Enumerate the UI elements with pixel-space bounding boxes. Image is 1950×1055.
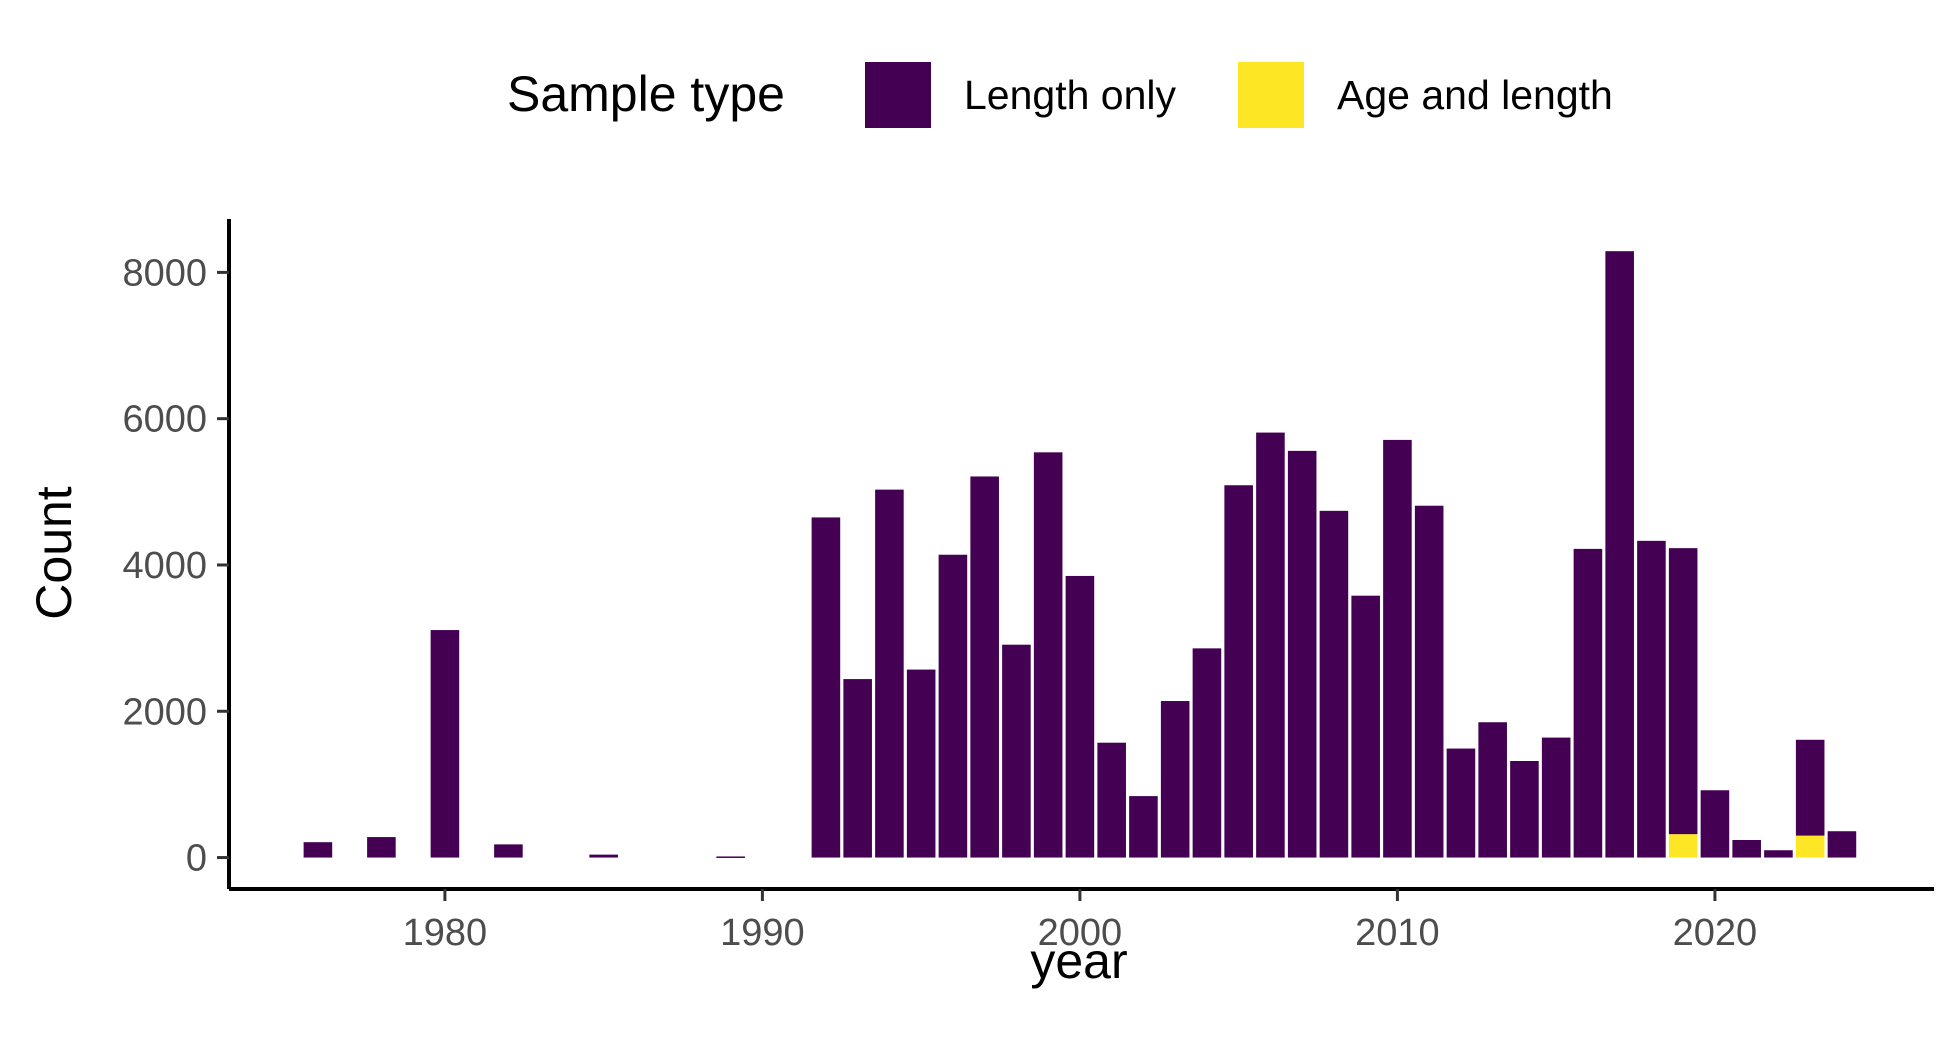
- bar-2019-age-and-length: [1668, 834, 1698, 858]
- bar-1994-length-only: [875, 489, 904, 858]
- bar-2007-length-only: [1287, 450, 1317, 858]
- bar-1976-length-only: [303, 842, 333, 858]
- bar-2015-length-only: [1541, 737, 1571, 858]
- bar-1996-length-only: [938, 554, 968, 858]
- bar-1993-length-only: [843, 679, 872, 858]
- bar-1998-length-only: [1002, 644, 1031, 858]
- bar-2013-length-only: [1478, 722, 1507, 858]
- bar-2000-length-only: [1065, 575, 1095, 858]
- y-tick-label: 4000: [122, 545, 207, 587]
- bar-2018-length-only: [1637, 540, 1666, 858]
- x-ticks: 1980 1990 2000 2010 2020: [403, 889, 1758, 954]
- y-tick-label: 8000: [122, 252, 207, 294]
- axes: 0 2000 4000 6000 8000 1980 1990 2000 2010 2020: [122, 219, 1934, 954]
- bar-2011-length-only: [1414, 505, 1444, 858]
- x-tick-label: 1990: [720, 912, 805, 954]
- bar-1995-length-only: [906, 669, 936, 858]
- x-tick-label: 2000: [1038, 912, 1123, 954]
- x-tick-label: 2020: [1673, 912, 1758, 954]
- bar-2012-length-only: [1446, 748, 1476, 858]
- bar-1985-length-only: [589, 854, 618, 858]
- y-tick-label: 2000: [122, 691, 207, 733]
- bar-2016-length-only: [1573, 548, 1603, 858]
- bar-2022-length-only: [1764, 850, 1793, 858]
- legend-swatch-length-only: [865, 62, 931, 128]
- bar-2024-length-only: [1827, 831, 1857, 858]
- bar-2014-length-only: [1510, 761, 1539, 858]
- bar-2023-length-only: [1795, 739, 1825, 836]
- y-ticks: 0 2000 4000 6000 8000: [122, 252, 229, 880]
- bar-1978-length-only: [367, 837, 396, 858]
- y-tick-label: 0: [186, 838, 207, 880]
- bar-2006-length-only: [1256, 432, 1285, 858]
- bar-2023-age-and-length: [1795, 835, 1825, 858]
- legend-title: Sample type: [507, 66, 785, 122]
- bars-group: [303, 251, 1857, 858]
- bar-1989-length-only: [716, 856, 745, 858]
- bar-2021-length-only: [1732, 839, 1761, 858]
- bar-2017-length-only: [1605, 251, 1634, 858]
- x-axis-title: year: [1030, 933, 1127, 989]
- y-tick-label: 6000: [122, 399, 207, 441]
- bar-1982-length-only: [494, 844, 523, 858]
- bar-2005-length-only: [1224, 485, 1253, 858]
- y-axis-title: Count: [26, 486, 82, 620]
- bar-2002-length-only: [1129, 796, 1158, 858]
- bar-1999-length-only: [1033, 452, 1063, 858]
- bar-2008-length-only: [1319, 510, 1349, 858]
- bar-2009-length-only: [1351, 595, 1380, 858]
- bar-1992-length-only: [811, 517, 841, 858]
- bar-2004-length-only: [1192, 648, 1222, 858]
- bar-2001-length-only: [1097, 742, 1126, 858]
- legend: Sample type Length only Age and length: [507, 62, 1613, 128]
- legend-label-age-and-length: Age and length: [1337, 72, 1613, 118]
- x-tick-label: 2010: [1355, 912, 1440, 954]
- bar-2003-length-only: [1160, 701, 1190, 858]
- legend-swatch-age-and-length: [1238, 62, 1304, 128]
- bar-1997-length-only: [970, 476, 999, 858]
- bar-2010-length-only: [1383, 439, 1412, 858]
- bar-1980-length-only: [430, 630, 460, 858]
- legend-label-length-only: Length only: [964, 72, 1177, 118]
- bar-2020-length-only: [1700, 790, 1730, 858]
- bar-2019-length-only: [1668, 548, 1698, 835]
- x-tick-label: 1980: [403, 912, 488, 954]
